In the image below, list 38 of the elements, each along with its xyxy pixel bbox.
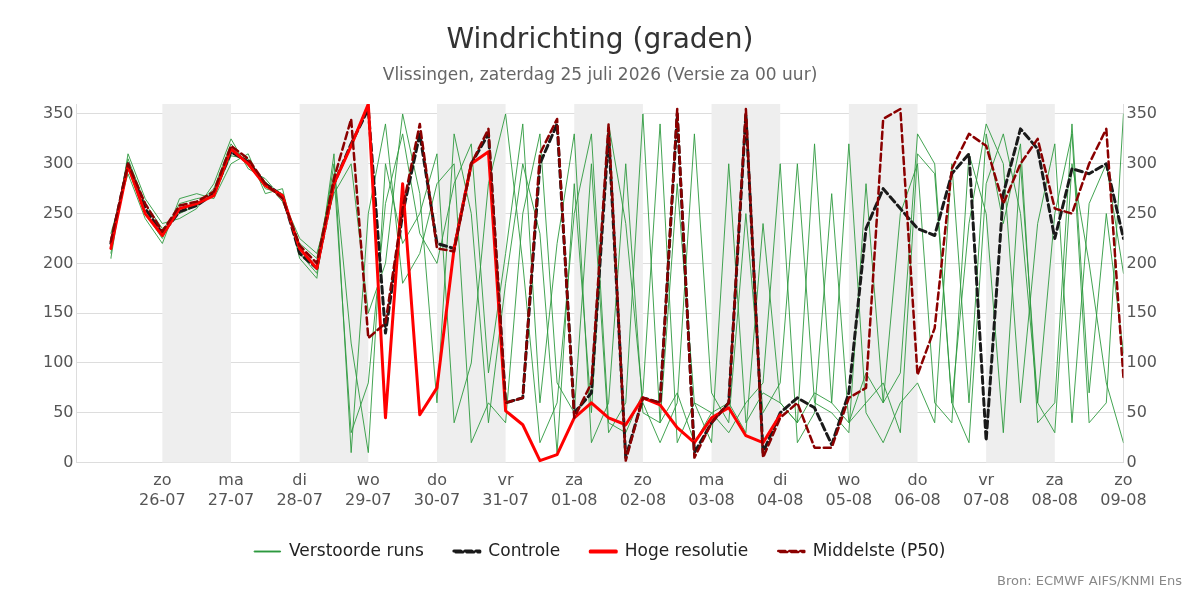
y2-tick-label: 100 [1126, 352, 1158, 372]
y2-tick-label: 150 [1126, 302, 1158, 322]
y-tick-label: 150 [42, 302, 74, 322]
x-tick-label: ma 27-07 [207, 470, 255, 509]
legend-label: Hoge resolutie [624, 539, 749, 560]
y-tick-label: 50 [53, 401, 74, 421]
y-tick-label: 100 [42, 352, 74, 372]
legend-label: Controle [488, 539, 561, 560]
y2-tick-label: 0 [1126, 451, 1137, 471]
y-tick-label: 300 [42, 152, 74, 172]
x-tick-label: ma 03-08 [688, 470, 735, 509]
legend-label: Verstoorde runs [289, 539, 424, 560]
y2-tick-label: 350 [1126, 103, 1158, 123]
y2-tick-label: 200 [1126, 252, 1158, 272]
x-tick-label: zo 02-08 [619, 470, 667, 509]
x-tick-label: do 06-08 [894, 470, 941, 509]
chart-subtitle: Vlissingen, zaterdag 25 juli 2026 (Versie za 00 uur) [382, 64, 818, 85]
y-tick-label: 250 [42, 202, 74, 222]
x-tick-label: wo 05-08 [825, 470, 873, 509]
x-tick-label: zo 09-08 [1100, 470, 1147, 509]
y-tick-label: 200 [42, 252, 74, 272]
x-tick-label: di 04-08 [756, 470, 804, 509]
x-tick-label: wo 29-07 [345, 470, 392, 509]
x-tick-label: za 01-08 [551, 470, 598, 509]
chart-title: Windrichting (graden) [446, 22, 754, 56]
y2-tick-label: 250 [1126, 202, 1158, 222]
x-tick-label: do 30-07 [413, 470, 461, 509]
x-tick-label: vr 31-07 [482, 470, 529, 509]
text: Bron: ECMWF AIFS/KNMI Ens [997, 573, 1182, 588]
x-tick-label: vr 07-08 [962, 470, 1010, 509]
y-tick-label: 350 [42, 103, 74, 123]
y2-tick-label: 300 [1126, 152, 1158, 172]
y-tick-label: 0 [63, 451, 74, 471]
x-tick-label: za 08-08 [1031, 470, 1079, 509]
legend-label: Middelste (P50) [812, 539, 946, 560]
x-tick-label: di 28-07 [276, 470, 323, 509]
y2-tick-label: 50 [1126, 401, 1147, 421]
x-tick-label: zo 26-07 [139, 470, 186, 509]
